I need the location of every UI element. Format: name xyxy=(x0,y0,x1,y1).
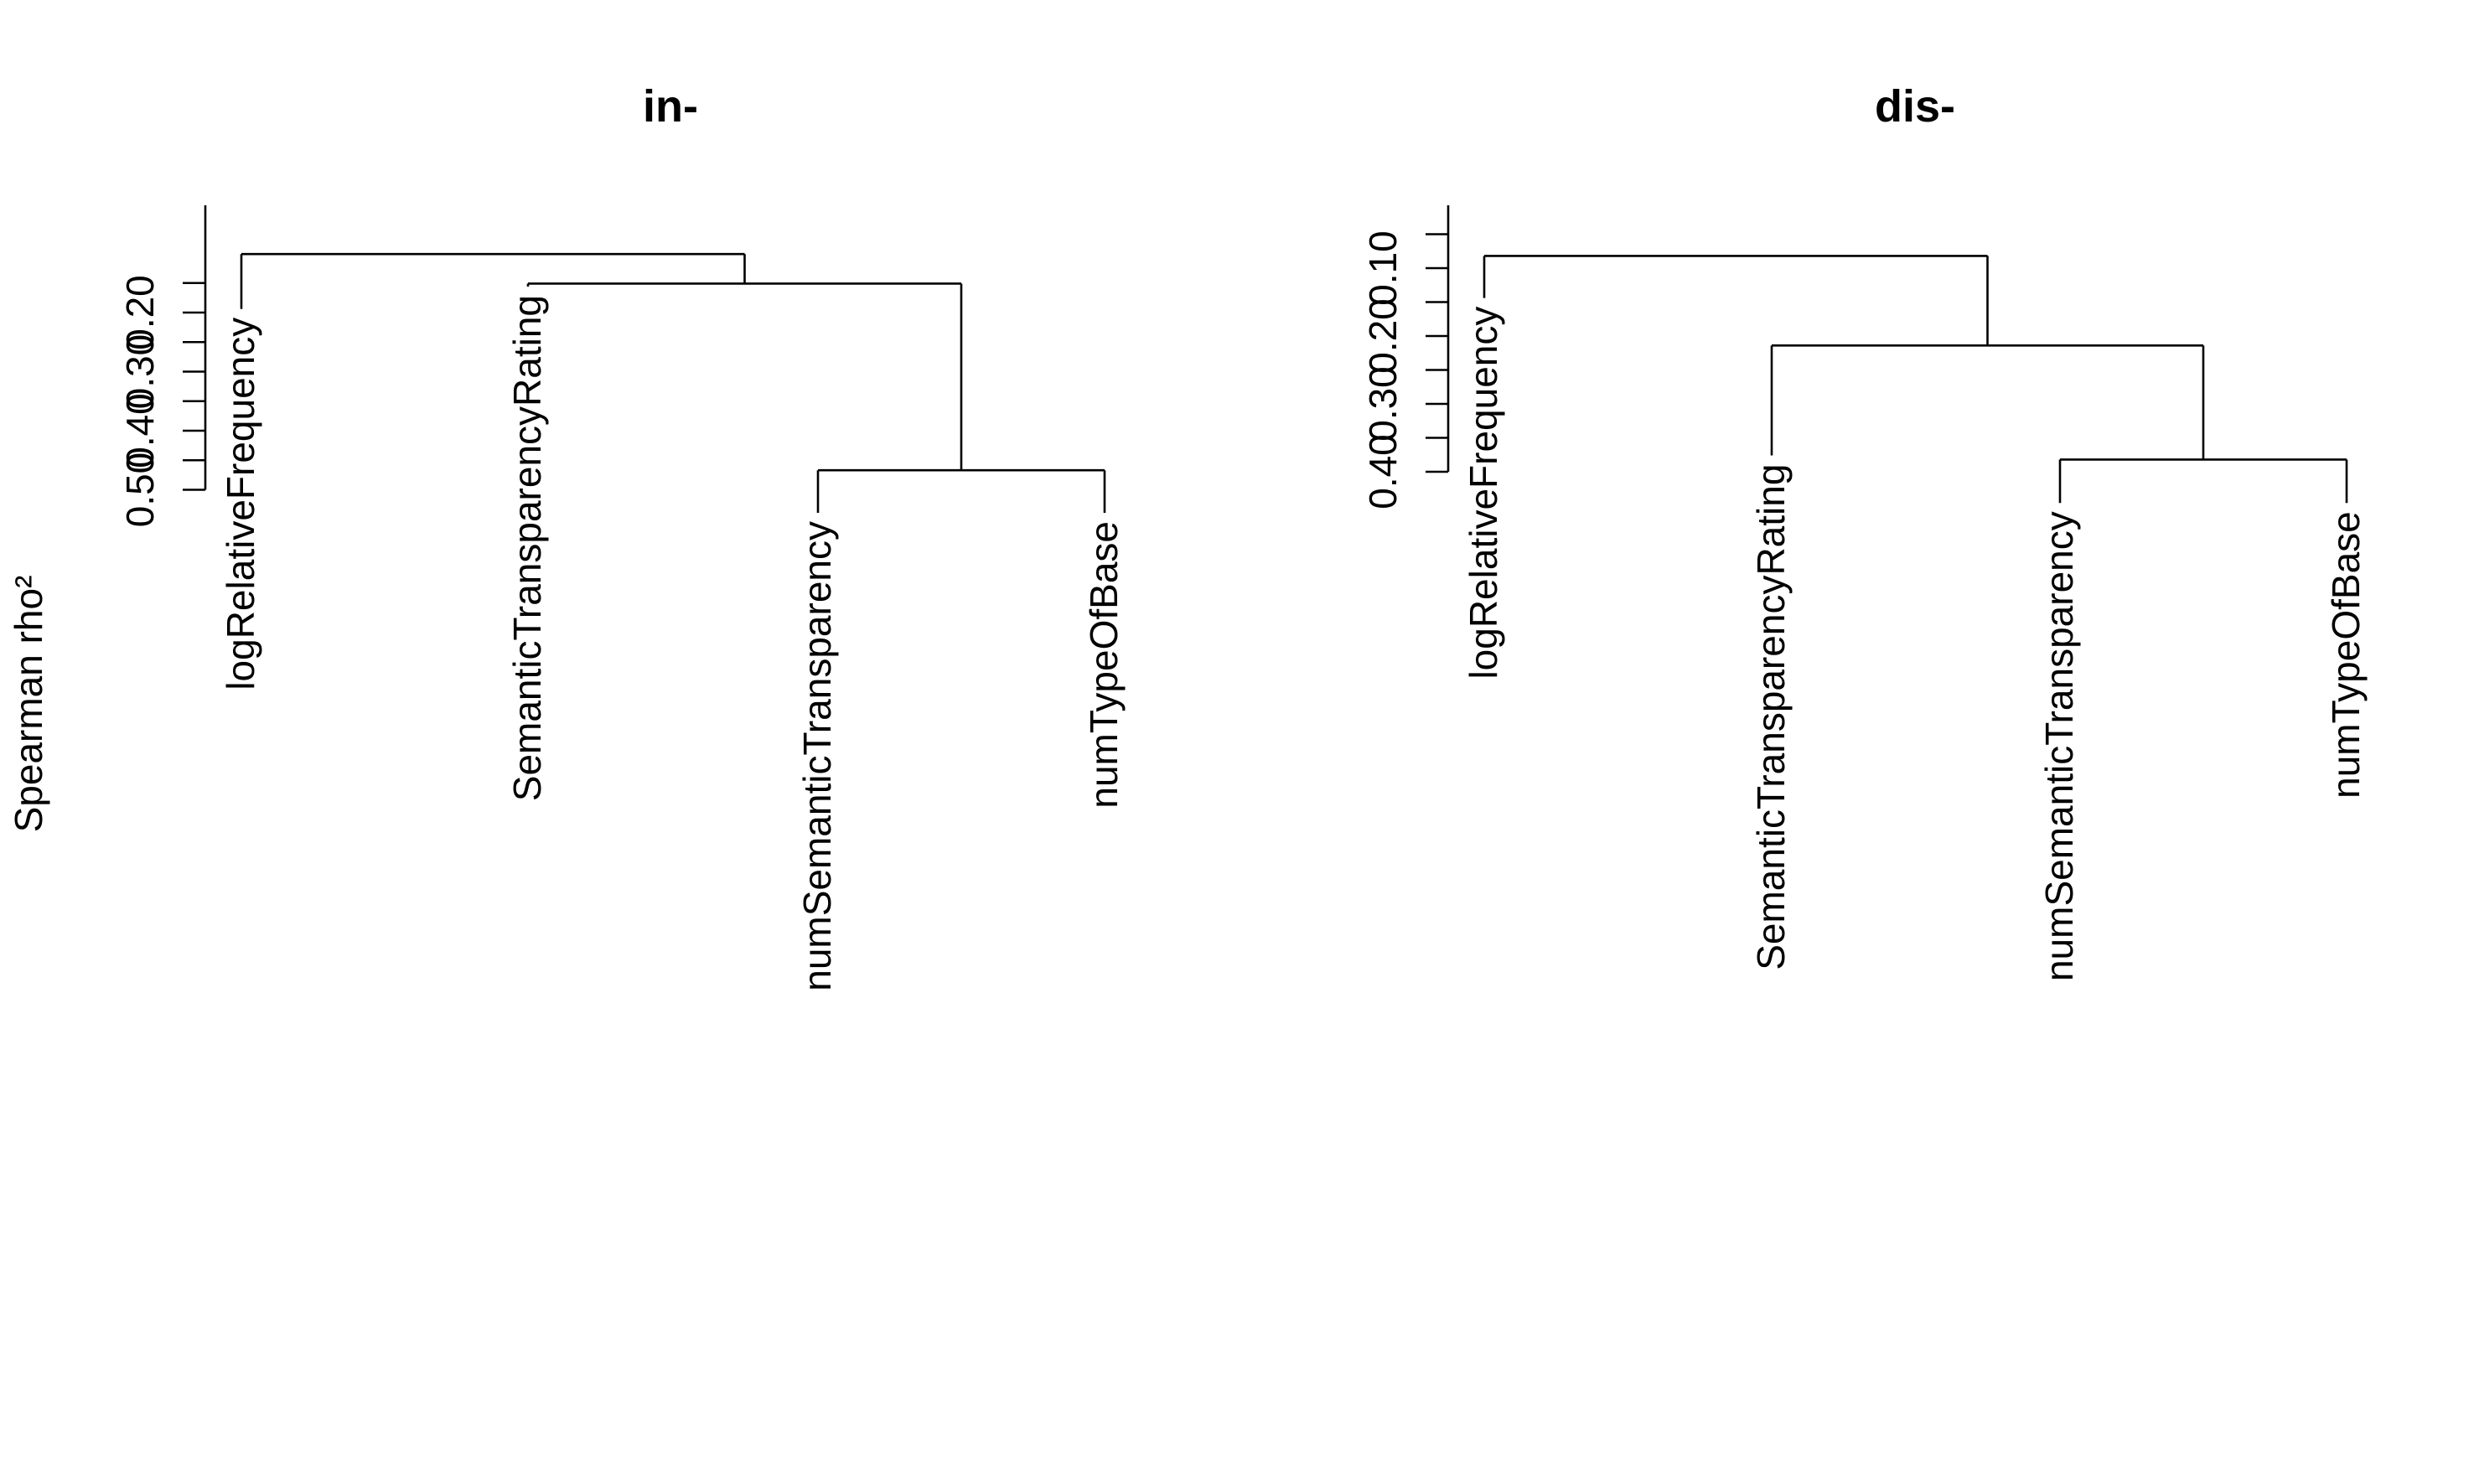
dendrogram-panel: dis- 0.100.200.300.40 logRelativeFrequency… xyxy=(1361,81,2368,981)
y-tick-label: 0.30 xyxy=(1361,366,1405,442)
y-tick-label: 0.10 xyxy=(1361,230,1405,306)
leaf-label: SemanticTransparencyRating xyxy=(505,295,549,801)
panel-title: dis- xyxy=(1875,81,1955,132)
panel-title: in- xyxy=(643,81,698,132)
dendrogram-panel: in- 0.200.300.400.50 logRelativeFrequency S… xyxy=(118,81,1126,991)
leaf-label: numTypeOfBase xyxy=(2324,511,2368,799)
leaf-label: numSemanticTransparency xyxy=(795,521,839,991)
panels: in-0.200.300.400.50 logRelativeFrequency S… xyxy=(118,81,2368,991)
leaf-label: logRelativeFrequency xyxy=(1462,307,1505,680)
y-tick-label: 0.30 xyxy=(118,334,162,410)
y-tick-label: 0.40 xyxy=(118,393,162,468)
y-axis-title: Spearman rho² xyxy=(7,576,50,833)
y-tick-label: 0.40 xyxy=(1361,434,1405,509)
y-tick-label: 0.50 xyxy=(118,452,162,528)
leaf-label: SemanticTransparencyRating xyxy=(1749,464,1793,970)
y-tick-label: 0.20 xyxy=(118,275,162,350)
leaf-label: numTypeOfBase xyxy=(1082,521,1126,809)
y-tick-label: 0.20 xyxy=(1361,298,1405,374)
leaf-label: logRelativeFrequency xyxy=(219,318,262,690)
leaf-label: numSemanticTransparency xyxy=(2037,511,2081,981)
